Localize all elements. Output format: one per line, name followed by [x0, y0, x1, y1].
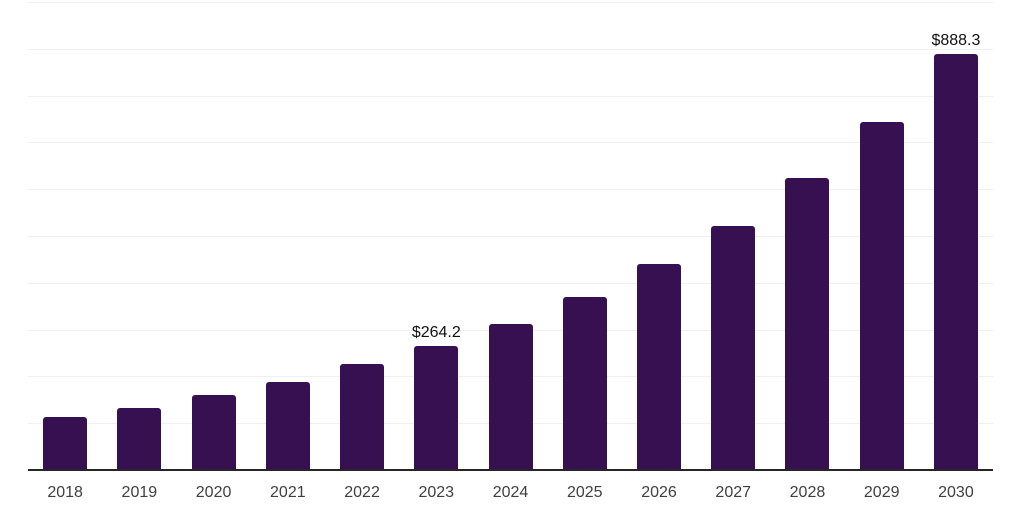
x-tick-label-2018: 2018 — [47, 484, 83, 501]
bar-2024 — [488, 323, 533, 470]
x-tick-label-2025: 2025 — [566, 484, 603, 501]
bar-column-2018 — [28, 2, 102, 470]
x-tick-label-2026: 2026 — [641, 484, 677, 501]
x-tick-label-2020: 2020 — [195, 484, 232, 501]
bar-2028 — [785, 178, 830, 470]
bar-value-label-2023: $264.2 — [411, 324, 461, 342]
x-tick-label-2030: 2030 — [938, 484, 974, 501]
gridline — [28, 236, 993, 237]
x-tick-label-2022: 2022 — [344, 484, 380, 501]
gridline — [28, 142, 993, 144]
bar-2026 — [636, 264, 681, 470]
bar-2027 — [711, 226, 756, 470]
bar-value-label-2030: $888.3 — [931, 32, 981, 50]
bar-2022 — [340, 364, 385, 470]
x-tick-label-2019: 2019 — [121, 484, 158, 501]
bar-series: $264.2 $888.3 — [28, 2, 993, 470]
bar-2020 — [191, 394, 236, 470]
gridline — [28, 95, 993, 97]
bar-column-2030: $888.3 — [919, 2, 993, 470]
bar-column-2020 — [176, 2, 250, 470]
x-tick-label-2027: 2027 — [715, 484, 752, 501]
bar-column-2028 — [770, 2, 844, 470]
gridline — [28, 2, 993, 3]
plot-area: $264.2 $888.3 — [28, 2, 993, 470]
x-tick-label-2024: 2024 — [492, 484, 529, 501]
x-axis-tick-labels: 2018 2019 2020 2021 2022 2023 2024 2025 2026 2027… — [28, 483, 993, 502]
bar-column-2021 — [251, 2, 325, 470]
bar-column-2029 — [845, 2, 919, 470]
bar-column-2022 — [325, 2, 399, 470]
bar-column-2019 — [102, 2, 176, 470]
bar-2030 — [933, 54, 978, 470]
gridline — [28, 282, 993, 284]
x-axis-line — [28, 469, 993, 471]
x-tick-label-2023: 2023 — [418, 484, 455, 501]
bar-column-2027 — [696, 2, 770, 470]
bar-column-2024 — [473, 2, 547, 470]
bar-2019 — [117, 408, 162, 470]
bar-column-2026 — [622, 2, 696, 470]
gridline — [28, 48, 993, 50]
bar-2029 — [859, 122, 904, 470]
bar-column-2025 — [548, 2, 622, 470]
bar-column-2023: $264.2 — [399, 2, 473, 470]
x-tick-label-2029: 2029 — [863, 484, 900, 501]
bar-2018 — [43, 417, 88, 470]
x-tick-label-2028: 2028 — [789, 484, 826, 501]
x-tick-label-2021: 2021 — [270, 484, 306, 501]
bar-2023 — [414, 346, 459, 470]
bar-2025 — [562, 296, 607, 470]
gridline — [28, 189, 993, 191]
bar-2021 — [265, 382, 310, 470]
